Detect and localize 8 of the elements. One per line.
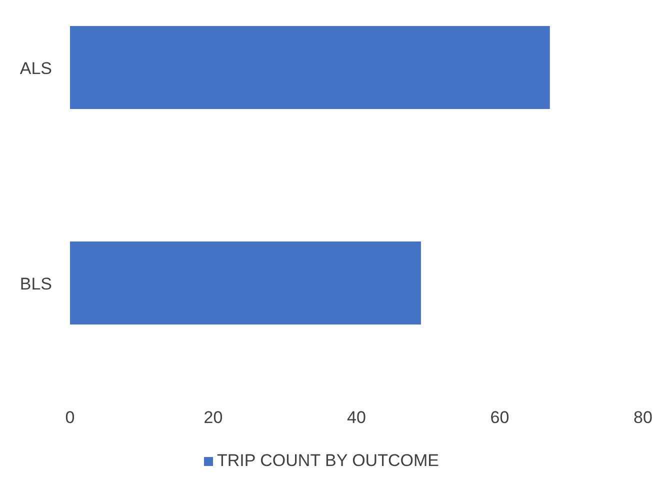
x-tick-label: 60 [490,408,510,428]
x-tick-label: 0 [65,408,75,428]
y-tick-label: BLS [20,274,52,294]
legend-label: TRIP COUNT BY OUTCOME [217,451,439,470]
x-tick-label: 40 [347,408,366,428]
y-tick-label: ALS [20,58,52,78]
x-tick-label: 80 [634,408,652,428]
x-tick-label: 20 [204,408,223,428]
